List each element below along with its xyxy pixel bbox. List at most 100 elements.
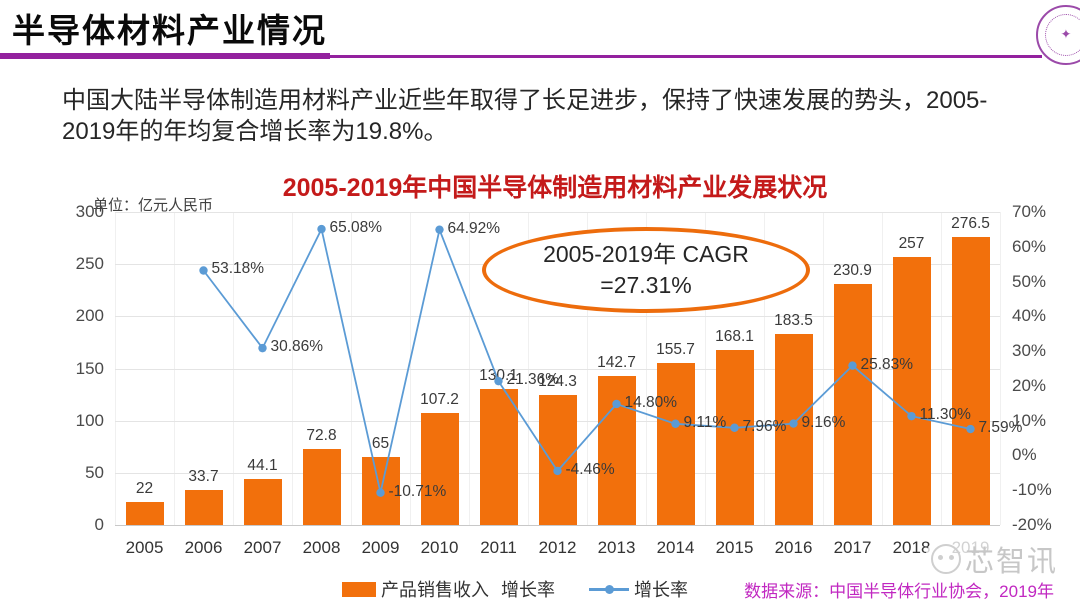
bar-2007 <box>243 479 282 525</box>
growth-rate-label: 7.59% <box>978 419 1023 437</box>
bar-2014 <box>656 362 695 525</box>
right-axis-tick: 0% <box>1012 445 1037 465</box>
x-label-2017: 2017 <box>833 538 872 557</box>
horizontal-gridline <box>115 368 1000 370</box>
x-label-2018: 2018 <box>892 538 931 557</box>
right-axis-tick: 50% <box>1012 271 1047 291</box>
right-axis-tick: 60% <box>1012 236 1047 256</box>
legend-label: 增长率 <box>501 580 555 600</box>
growth-rate-label: 11.30% <box>919 406 971 424</box>
left-axis-tick: 50 <box>85 462 104 482</box>
data-point-marker <box>966 424 975 434</box>
x-label-2012: 2012 <box>538 538 577 557</box>
bar-2017 <box>833 284 872 525</box>
legend: 产品销售收入 增长率 增长率 <box>115 576 915 602</box>
data-point-marker <box>612 399 621 409</box>
bar-2012 <box>538 395 577 525</box>
title-underline-thick <box>0 53 330 59</box>
data-point-marker <box>494 376 503 386</box>
horizontal-gridline <box>115 525 1000 526</box>
legend-label: 产品销售收入 <box>381 580 489 600</box>
left-axis-tick: 300 <box>75 202 104 221</box>
right-axis-tick: -10% <box>1012 480 1052 500</box>
left-axis-tick: 200 <box>75 306 104 326</box>
data-point-marker <box>376 488 385 497</box>
x-label-2006: 2006 <box>184 538 223 557</box>
growth-rate-label: 9.16% <box>801 413 846 431</box>
bar-2010 <box>420 413 459 525</box>
bar-2008 <box>302 449 341 525</box>
x-label-2008: 2008 <box>302 538 341 557</box>
left-axis-tick: 150 <box>75 358 104 378</box>
growth-rate-label: 25.83% <box>860 355 914 373</box>
legend-item-2: 增长率 <box>589 576 688 602</box>
bar-value-label: 155.7 <box>656 340 695 358</box>
growth-rate-label: 21.36% <box>506 371 560 389</box>
x-label-2016: 2016 <box>774 538 813 557</box>
watermark-logo-icon <box>931 544 961 574</box>
bar-value-label: 22 <box>135 480 154 498</box>
unit-label: 单位：亿元人民币 <box>93 197 214 214</box>
right-axis-tick: 10% <box>1012 410 1047 430</box>
x-axis: 2005 2006 2007 2008 2009 2010 2011 2012 2013 2014… <box>115 538 1000 560</box>
watermark-text: 芯智讯 <box>965 546 1059 578</box>
growth-rate-label: -4.46% <box>565 460 615 478</box>
bar-value-label: 130.1 <box>479 367 518 385</box>
data-point-marker <box>435 225 444 234</box>
bar-value-label: 65 <box>371 435 390 453</box>
growth-rate-label: 9.11% <box>683 413 727 431</box>
watermark: 芯智讯 <box>925 538 1077 580</box>
cagr-line-1: 2005-2019年 CAGR <box>543 240 749 267</box>
bar-value-label: 72.8 <box>306 427 337 445</box>
data-point-marker <box>730 423 739 432</box>
legend-item-0: 产品销售收入 <box>342 576 489 602</box>
bar-2018 <box>892 256 931 525</box>
right-axis: -20% -10% 0% 10% 20% 30% 40% 50% 60% 70% <box>1012 202 1072 534</box>
intro-line-1: 中国大陆半导体制造用材料产业近些年取得了长足进步，保持了快速发展的势头，2005… <box>62 87 988 114</box>
bar-2011 <box>479 389 518 525</box>
left-axis-tick: 100 <box>75 410 104 430</box>
vertical-gridline <box>1000 212 1001 525</box>
bar-2005 <box>125 502 164 525</box>
right-axis-tick: 30% <box>1012 341 1047 361</box>
bar-2016 <box>774 333 813 525</box>
x-label-2007: 2007 <box>243 538 282 557</box>
data-point-marker <box>789 419 798 428</box>
left-axis: 0 50 100 150 200 250 300 <box>52 202 104 534</box>
bar-value-label: 33.7 <box>188 467 219 485</box>
legend-item-1: 增长率 <box>501 576 555 602</box>
bar-value-label: 107.2 <box>420 391 459 409</box>
data-point-marker <box>317 224 326 234</box>
horizontal-gridline <box>115 212 1000 213</box>
bar-value-label: 276.5 <box>951 214 990 232</box>
x-label-2015: 2015 <box>715 538 754 557</box>
left-axis-tick: 250 <box>75 254 104 274</box>
chart-title: 2005-2019年中国半导体制造用材料产业发展状况 <box>282 174 828 202</box>
growth-rate-label: 65.08% <box>329 219 383 237</box>
growth-rate-label: 7.96% <box>742 417 787 435</box>
bar-value-label: 44.1 <box>247 456 278 474</box>
bar-2006 <box>184 489 223 525</box>
intro-line-2: 2019年的年均复合增长率为19.8%。 <box>62 117 448 145</box>
legend-label: 增长率 <box>634 580 688 600</box>
horizontal-gridline <box>115 316 1000 318</box>
x-label-2010: 2010 <box>420 538 459 557</box>
growth-rate-label: 14.80% <box>624 393 678 411</box>
cagr-line-2: =27.31% <box>600 272 692 298</box>
intro-paragraph: 中国大陆半导体制造用材料产业近些年取得了长足进步，保持了快速发展的势头，2005… <box>62 86 1052 147</box>
x-label-2013: 2013 <box>597 538 636 557</box>
data-point-marker <box>199 266 208 275</box>
bar-value-label: 257 <box>898 234 925 252</box>
growth-rate-label: 30.86% <box>270 338 324 356</box>
bar-value-label: 230.9 <box>833 262 872 280</box>
x-label-2014: 2014 <box>656 538 695 557</box>
growth-rate-label: 64.92% <box>447 219 501 237</box>
data-point-marker <box>258 343 267 353</box>
cagr-annotation: 2005-2019年 CAGR =27.31% <box>482 227 810 313</box>
growth-rate-label: 53.18% <box>211 260 265 278</box>
right-axis-tick: 70% <box>1012 202 1047 221</box>
legend-bar-swatch <box>342 581 376 597</box>
data-point-marker <box>907 411 916 421</box>
data-point-marker <box>848 361 857 370</box>
